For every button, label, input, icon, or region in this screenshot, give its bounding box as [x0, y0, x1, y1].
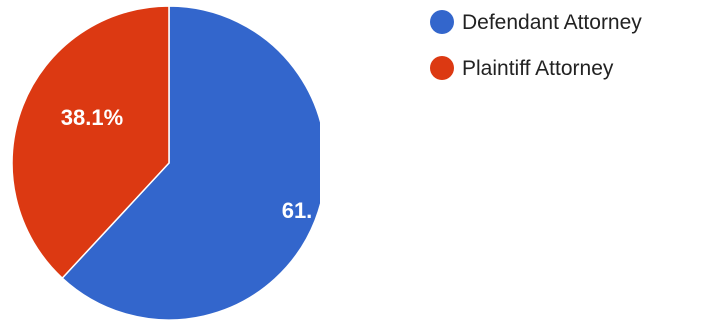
legend-label-defendant-attorney: Defendant Attorney: [462, 11, 642, 34]
legend-label-plaintiff-attorney: Plaintiff Attorney: [462, 57, 614, 80]
legend-swatch-plaintiff-attorney: [430, 56, 454, 80]
slice-labels: 61. 38.1%: [61, 105, 312, 223]
legend: Defendant Attorney Plaintiff Attorney: [430, 10, 642, 80]
legend-swatch-defendant-attorney: [430, 10, 454, 34]
slice-label-plaintiff-attorney: 38.1%: [61, 105, 123, 130]
legend-item-plaintiff-attorney[interactable]: Plaintiff Attorney: [430, 56, 614, 80]
pie-slice-defendant-attorney[interactable]: [61, 5, 326, 321]
pie-slices: [11, 5, 326, 321]
pie-slice-plaintiff-attorney[interactable]: [11, 5, 170, 280]
slice-label-defendant-attorney: 61.: [282, 198, 313, 223]
legend-item-defendant-attorney[interactable]: Defendant Attorney: [430, 10, 642, 34]
